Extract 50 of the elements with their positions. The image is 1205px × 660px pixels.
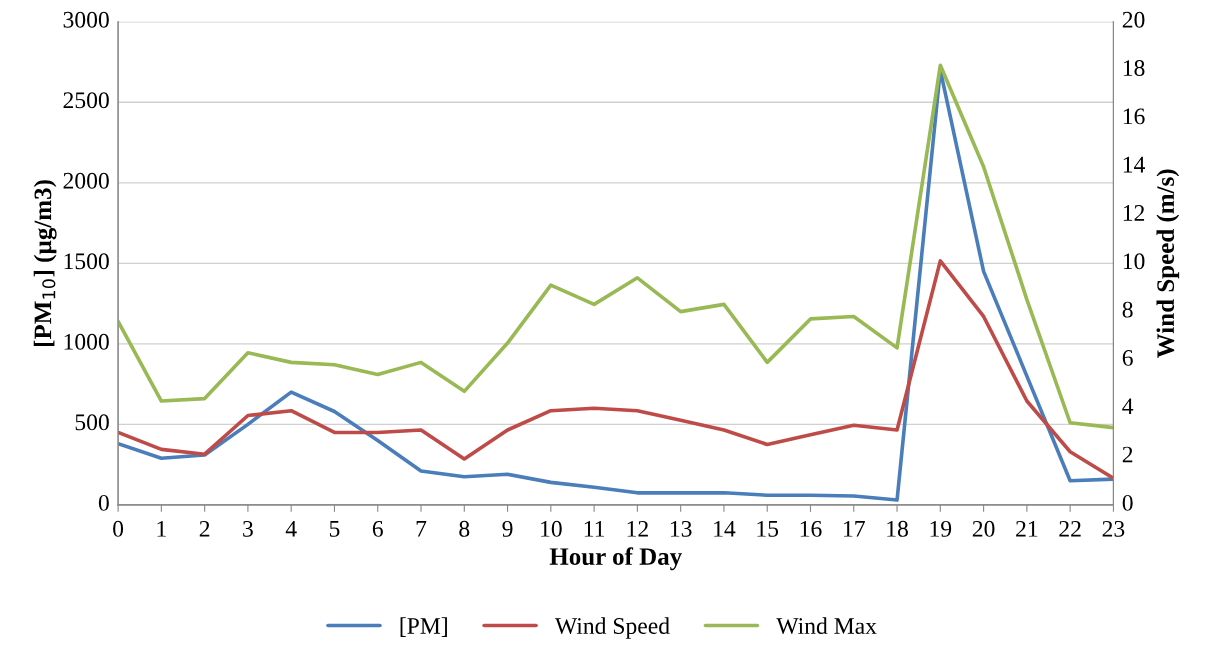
x-tick-label: 0 [113,520,124,537]
x-tick-label: 11 [584,520,605,537]
y2-tick-label: 20 [1122,11,1145,28]
x-tick-label: 7 [416,521,427,537]
y-tick-label: 3000 [63,11,109,28]
y-tick-label: 500 [75,414,109,431]
x-axis-title: Hour of Day [549,547,682,571]
x-tick-label: 2 [199,520,210,537]
x-tick-label: 13 [670,520,692,537]
y2-tick-label: 18 [1123,60,1145,76]
y2-tick-label: 4 [1122,398,1134,414]
line-series [118,63,1114,430]
line-series [118,259,1114,481]
x-tick-label: 12 [627,520,648,537]
x-tick-label: 17 [844,520,865,537]
x-tick-label: 1 [157,520,166,537]
y2-tick-label: 10 [1123,253,1145,270]
legend-label: Wind Speed [554,617,670,639]
y-tick-label: 1000 [64,333,109,350]
y2-tick-label: 2 [1122,446,1133,463]
x-tick-label: 3 [243,520,253,537]
x-tick-label: 6 [372,520,383,537]
x-tick-label: 20 [972,520,995,537]
x-tick-label: 19 [930,520,952,537]
y2-tick-label: 16 [1123,108,1145,125]
y-tick-label: 0 [98,494,109,511]
x-tick-label: 18 [887,520,908,537]
legend-label: Wind Max [776,617,877,635]
x-tick-label: 10 [541,520,562,537]
y-tick-label: 2500 [63,92,109,109]
y2-axis-title: Wind Speed (m/s) [1156,169,1180,358]
x-tick-label: 22 [1059,520,1081,537]
y2-tick-label: 0 [1122,494,1133,511]
y-axis-title: [PM$_{10}$] (µg/m3) [33,180,57,346]
x-tick-label: 21 [1016,520,1038,537]
x-tick-label: 5 [329,521,340,537]
x-tick-label: 15 [757,520,779,537]
x-tick-label: 9 [502,520,513,537]
y2-tick-label: 8 [1122,301,1133,318]
y2-tick-label: 14 [1123,156,1145,173]
x-tick-label: 4 [285,521,297,537]
x-tick-label: 14 [714,520,736,537]
legend-label: [PM] [400,617,447,637]
y-tick-label: 2000 [63,172,109,189]
y-tick-label: 1500 [64,253,109,270]
y2-tick-label: 6 [1122,350,1133,366]
x-tick-label: 23 [1102,520,1125,537]
x-tick-label: 8 [459,520,470,537]
y2-tick-label: 12 [1123,205,1145,221]
x-tick-label: 16 [800,520,822,537]
